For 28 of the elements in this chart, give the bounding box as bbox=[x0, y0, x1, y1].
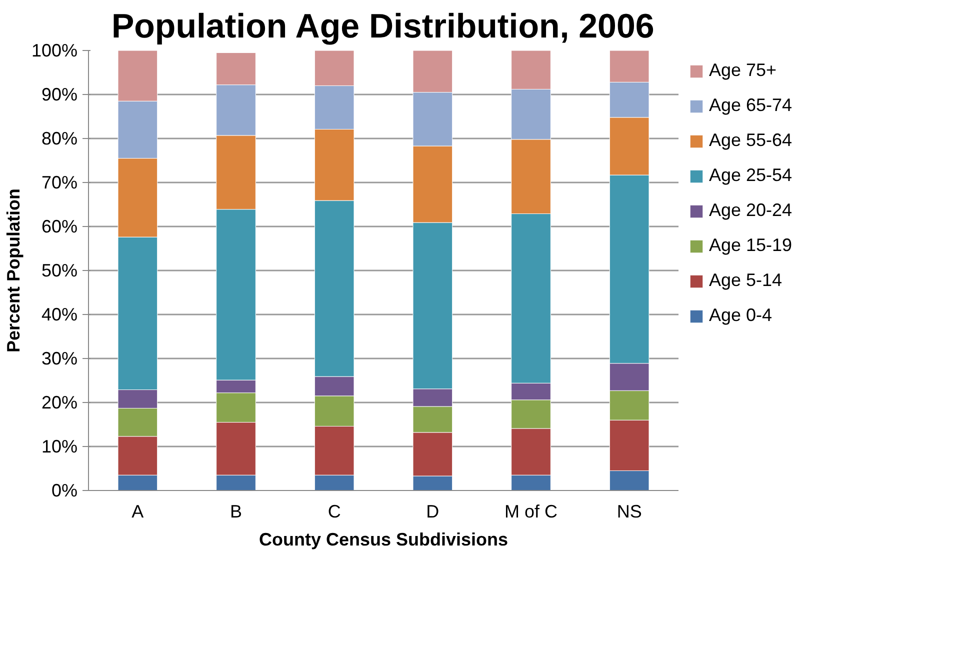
x-tick-label: A bbox=[132, 502, 144, 522]
y-tick-label: 90% bbox=[41, 84, 78, 104]
legend-label: Age 25-54 bbox=[709, 165, 792, 186]
legend-label: Age 55-64 bbox=[709, 130, 792, 151]
x-axis-title: County Census Subdivisions bbox=[258, 530, 508, 550]
legend-label: Age 20-24 bbox=[709, 200, 792, 221]
x-tick-label: C bbox=[328, 502, 341, 522]
x-tick-label: D bbox=[426, 502, 440, 522]
y-tick-label: 70% bbox=[41, 172, 78, 192]
y-tick-label: 10% bbox=[41, 436, 78, 456]
chart-title: Population Age Distribution, 2006 bbox=[111, 8, 654, 46]
x-tick-label: B bbox=[230, 502, 242, 522]
legend-label: Age 75+ bbox=[709, 60, 777, 81]
x-tick-label: NS bbox=[616, 502, 642, 522]
legend-label: Age 65-74 bbox=[709, 95, 792, 116]
y-tick-label: 20% bbox=[41, 392, 78, 412]
y-tick-label: 100% bbox=[31, 40, 78, 60]
y-tick-label: 30% bbox=[41, 348, 78, 368]
y-tick-label: 40% bbox=[41, 304, 78, 324]
x-tick-label: M of C bbox=[504, 502, 558, 522]
legend-label: Age 5-14 bbox=[709, 270, 782, 291]
y-tick-label: 80% bbox=[41, 128, 78, 148]
legend-label: Age 15-19 bbox=[709, 235, 792, 256]
legend-label: Age 0-4 bbox=[709, 305, 772, 326]
y-axis-title: Percent Population bbox=[3, 188, 24, 353]
y-tick-label: 60% bbox=[41, 216, 78, 236]
y-tick-label: 0% bbox=[51, 480, 78, 500]
y-tick-label: 50% bbox=[41, 260, 78, 280]
